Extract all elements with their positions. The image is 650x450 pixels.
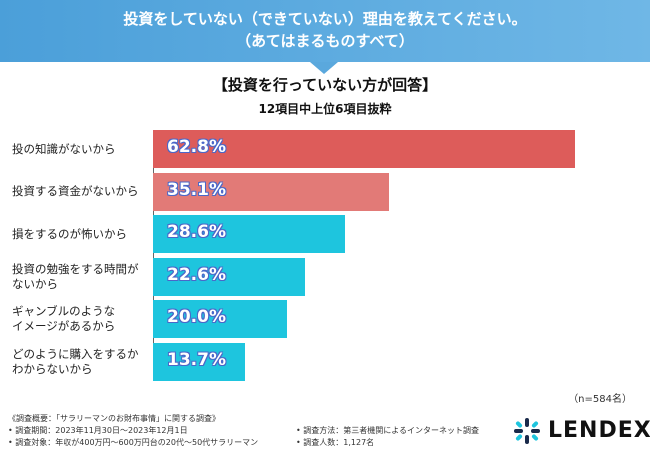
bar-value-label: 22.6% xyxy=(167,264,226,285)
category-label-line: ギャンブルのような xyxy=(12,304,116,318)
bar: 62.8% xyxy=(153,130,575,168)
category-label: 投資する資金がないから xyxy=(12,184,152,199)
bar-value-label: 62.8% xyxy=(167,137,226,157)
category-label: 投の知識がないから xyxy=(12,142,152,157)
bar: 13.7% xyxy=(153,342,246,381)
bar-value-label: 20.0% xyxy=(167,307,226,327)
category-label: 投資の勉強をする時間が ないから xyxy=(12,262,152,292)
bar: 28.6% xyxy=(153,215,346,253)
survey-period: • 調査期間：2023年11月30日〜2023年12月1日 xyxy=(8,426,188,435)
bar: 20.0% xyxy=(153,300,288,338)
category-label-line: イメージがあるから xyxy=(12,319,116,333)
survey-count: • 調査人数：1,127名 xyxy=(296,438,375,447)
chart-title: 【投資を行っていない方が回答】 xyxy=(212,76,438,94)
logo-text: LENDEX xyxy=(548,418,650,443)
bar: 22.6% xyxy=(153,257,305,296)
category-label-line: どのように購入をするか xyxy=(12,346,139,361)
category-label-line: 投資の勉強をする時間が xyxy=(12,261,139,276)
survey-target: • 調査対象：年収が400万円〜600万円台の20代〜50代サラリーマン xyxy=(8,438,259,447)
survey-overview: 《調査概要：「サラリーマンのお財布事情」に関する調査》 xyxy=(8,414,220,423)
survey-method: • 調査方法：第三者機関によるインターネット調査 xyxy=(296,426,480,435)
category-label-line: わからないから xyxy=(12,361,93,376)
question-line-2: （あてはまるものすべて） xyxy=(236,32,414,50)
category-label: どのように購入をするか わからないから xyxy=(12,347,152,377)
question-line-1: 投資をしていない（できていない）理由を教えてください。 xyxy=(123,10,527,28)
sample-size-label: （n=584名） xyxy=(568,394,632,405)
bar-value-label: 28.6% xyxy=(167,222,226,242)
category-label-line: 投の知識がないから xyxy=(12,141,116,156)
category-axis-line xyxy=(153,130,154,380)
lendex-logo: LENDEX xyxy=(512,416,650,446)
lendex-logo-icon xyxy=(514,418,540,444)
bar-value-label: 35.1% xyxy=(167,179,226,200)
chart-subtitle: 12項目中上位6項目抜粋 xyxy=(258,102,392,116)
bar: 35.1% xyxy=(153,172,389,211)
header-pointer xyxy=(310,62,338,74)
category-label: 損をするのが怖いから xyxy=(12,227,152,242)
category-label: ギャンブルのような イメージがあるから xyxy=(12,304,152,334)
category-label-line: 投資する資金がないから xyxy=(12,184,139,198)
category-label-line: 損をするのが怖いから xyxy=(12,226,127,241)
category-label-line: ないから xyxy=(12,276,58,291)
question-header: 投資をしていない（できていない）理由を教えてください。 （あてはまるものすべて） xyxy=(0,0,650,62)
bar-value-label: 13.7% xyxy=(167,349,226,370)
